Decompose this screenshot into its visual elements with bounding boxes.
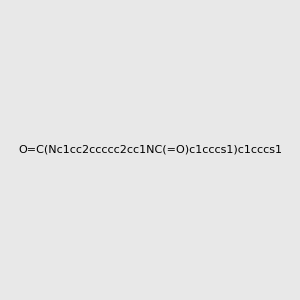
Text: O=C(Nc1cc2ccccc2cc1NC(=O)c1cccs1)c1cccs1: O=C(Nc1cc2ccccc2cc1NC(=O)c1cccs1)c1cccs1 bbox=[18, 145, 282, 155]
